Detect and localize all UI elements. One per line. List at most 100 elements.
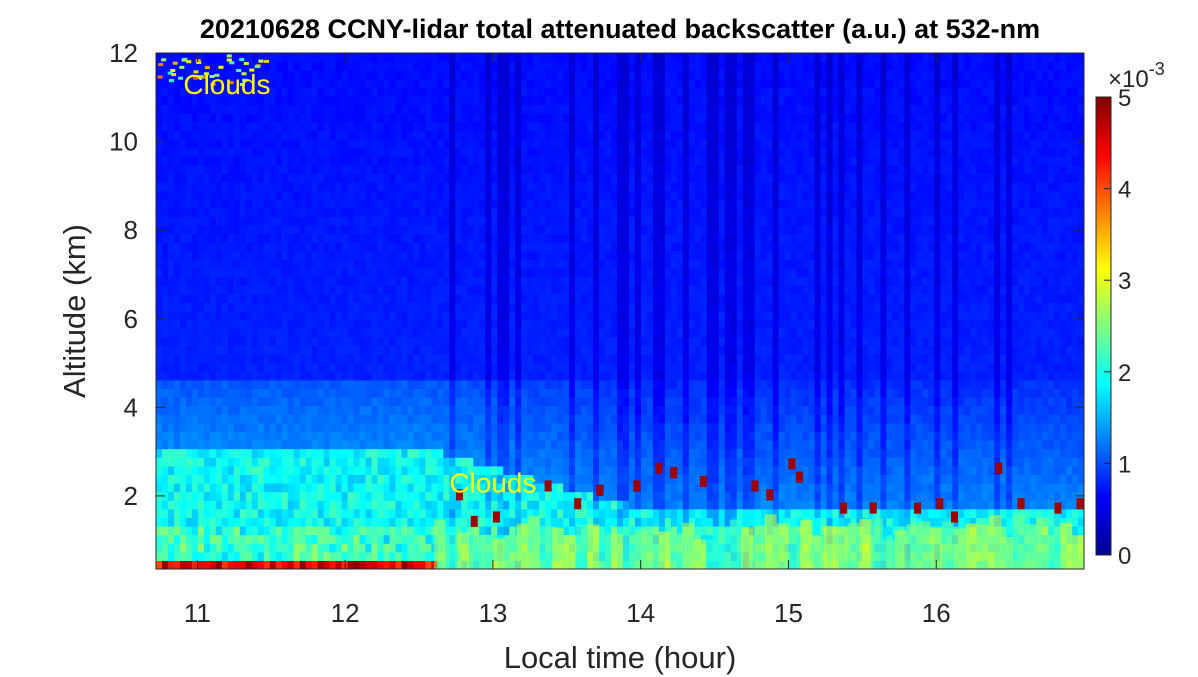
heatmap-cell: [551, 311, 558, 321]
heatmap-cell: [467, 379, 474, 389]
heatmap-cell: [347, 293, 355, 303]
heatmap-cell: [179, 431, 187, 441]
heatmap-cell: [449, 104, 456, 114]
heatmap-cell: [251, 276, 259, 286]
heatmap-cell: [341, 70, 349, 80]
heatmap-cell: [359, 293, 367, 303]
heatmap-cell: [275, 259, 283, 269]
heatmap-cell: [515, 354, 522, 364]
heatmap-cell: [557, 276, 564, 286]
heatmap-cell: [389, 87, 397, 97]
heatmap-cell: [389, 96, 397, 106]
heatmap-cell: [521, 465, 528, 475]
heatmap-cell: [389, 560, 397, 569]
heatmap-cell: [551, 156, 558, 166]
heatmap-cell: [533, 276, 540, 286]
heatmap-cell: [383, 517, 391, 527]
heatmap-cell: [251, 96, 259, 106]
heatmap-cell: [485, 216, 492, 226]
heatmap-cell: [317, 293, 325, 303]
heatmap-cell: [173, 371, 181, 381]
heatmap-cell: [539, 302, 546, 312]
heatmap-cell: [209, 560, 217, 569]
heatmap-cell: [628, 87, 636, 97]
heatmap-cell: [622, 371, 630, 381]
heatmap-cell: [395, 517, 403, 527]
heatmap-cell: [521, 121, 528, 131]
heatmap-cell: [203, 164, 211, 174]
heatmap-cell: [437, 87, 444, 97]
heatmap-cell: [173, 225, 181, 235]
heatmap-cell: [443, 474, 450, 484]
heatmap-cell: [395, 182, 403, 192]
heatmap-cell: [329, 233, 337, 243]
heatmap-cell: [371, 130, 379, 140]
heatmap-cell: [497, 173, 504, 183]
heatmap-cell: [527, 190, 534, 200]
heatmap-cell: [347, 345, 355, 355]
heatmap-cell: [575, 293, 582, 303]
heatmap-cell: [191, 302, 199, 312]
heatmap-cell: [389, 173, 397, 183]
heatmap-cell: [317, 440, 325, 450]
heatmap-cell: [533, 336, 540, 346]
heatmap-cell: [413, 448, 421, 458]
heatmap-cell: [443, 78, 450, 88]
heatmap-cell: [383, 414, 391, 424]
heatmap-cell: [239, 388, 247, 398]
heatmap-cell: [287, 242, 295, 252]
heatmap-cell: [473, 285, 480, 295]
heatmap-cell: [563, 190, 570, 200]
heatmap-cell: [173, 397, 181, 407]
heatmap-cell: [245, 207, 253, 217]
heatmap-cell: [563, 362, 570, 372]
heatmap-cell: [293, 147, 301, 157]
heatmap-cell: [269, 534, 277, 544]
heatmap-cell: [551, 190, 558, 200]
heatmap-cell: [563, 164, 570, 174]
heatmap-cell: [509, 500, 516, 510]
heatmap-cell: [521, 276, 528, 286]
heatmap-cell: [251, 199, 259, 209]
heatmap-cell: [497, 250, 504, 260]
heatmap-cell: [425, 190, 433, 200]
heatmap-cell: [425, 388, 433, 398]
heatmap-cell: [515, 483, 522, 493]
heatmap-cell: [503, 293, 510, 303]
heatmap-cell: [371, 78, 379, 88]
heatmap-cell: [413, 285, 421, 295]
heatmap-cell: [449, 311, 456, 321]
heatmap-cell: [646, 483, 654, 493]
heatmap-cell: [215, 302, 223, 312]
heatmap-cell: [191, 354, 199, 364]
heatmap-cell: [617, 173, 624, 183]
heatmap-cell: [437, 139, 444, 149]
heatmap-cell: [455, 61, 462, 71]
heatmap-cell: [407, 199, 415, 209]
heatmap-cell: [395, 207, 403, 217]
heatmap-cell: [156, 543, 163, 553]
heatmap-cell: [443, 491, 450, 501]
heatmap-cell: [539, 78, 546, 88]
heatmap-cell: [317, 431, 325, 441]
heatmap-cell: [509, 457, 516, 467]
heatmap-cell: [539, 517, 546, 527]
heatmap-cell: [156, 336, 163, 346]
heatmap-cell: [377, 156, 385, 166]
heatmap-cell: [461, 113, 468, 123]
heatmap-cell: [443, 526, 450, 536]
heatmap-cell: [437, 293, 444, 303]
heatmap-cell: [611, 164, 618, 174]
heatmap-cell: [305, 139, 313, 149]
heatmap-cell: [365, 345, 373, 355]
heatmap-cell: [634, 190, 642, 200]
heatmap-cell: [167, 285, 175, 295]
heatmap-cell: [473, 276, 480, 286]
heatmap-cell: [161, 139, 169, 149]
heatmap-cell: [515, 53, 522, 63]
heatmap-cell: [335, 551, 343, 561]
heatmap-cell: [587, 285, 594, 295]
heatmap-cell: [509, 526, 516, 536]
heatmap-cell: [293, 113, 301, 123]
heatmap-cell: [227, 319, 235, 329]
